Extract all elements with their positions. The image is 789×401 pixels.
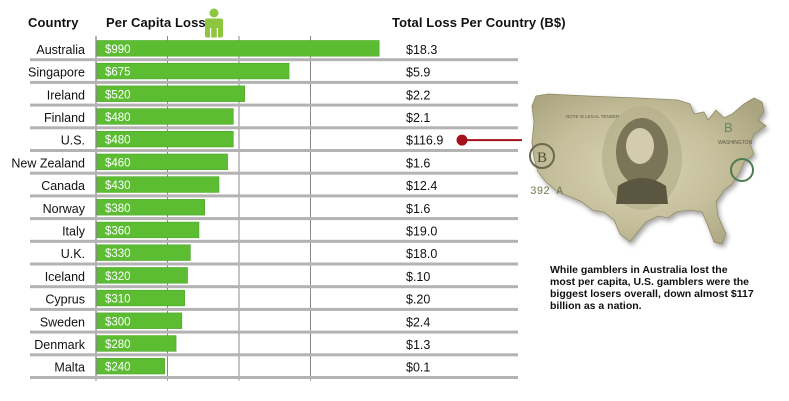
total-label-denmark: $1.3 (406, 338, 430, 352)
bar-label-denmark: $280 (105, 339, 131, 351)
row-separator-italy (30, 239, 518, 243)
country-label-singapore: Singapore (28, 66, 85, 80)
country-label-cyprus: Cyprus (45, 293, 85, 307)
bar-u-s (96, 131, 234, 148)
row-separator-iceland (30, 285, 518, 289)
bar-label-cyprus: $310 (105, 294, 131, 306)
country-label-iceland: Iceland (45, 270, 85, 284)
bar-label-sweden: $300 (105, 316, 131, 328)
bar-norway (96, 199, 205, 216)
country-label-australia: Australia (36, 43, 85, 57)
total-label-australia: $18.3 (406, 43, 437, 57)
country-label-malta: Malta (54, 361, 85, 375)
total-label-italy: $19.0 (406, 224, 437, 238)
person-icon (205, 8, 223, 38)
row-separator-new-zealand (30, 171, 518, 175)
country-label-new-zealand: New Zealand (11, 156, 85, 170)
svg-text:NOTE IS LEGAL TENDER: NOTE IS LEGAL TENDER (566, 114, 620, 119)
us-dollar-map: B 392 A NOTE IS LEGAL TENDER WASHINGTON … (529, 93, 767, 245)
bar-australia (96, 40, 380, 57)
total-label-malta: $0.1 (406, 361, 430, 375)
row-separator-denmark (30, 353, 518, 357)
bar-label-ireland: $520 (105, 89, 131, 101)
country-column-header: Country (28, 15, 79, 30)
row-separator-australia (30, 58, 518, 62)
bar-denmark (96, 335, 177, 352)
bar-singapore (96, 62, 290, 80)
country-label-canada: Canada (41, 179, 85, 193)
total-column-header: Total Loss Per Country (B$) (392, 15, 566, 30)
total-label-finland: $2.1 (406, 111, 430, 125)
bar-finland (96, 108, 234, 125)
bar-label-singapore: $675 (105, 67, 131, 79)
svg-text:B: B (724, 120, 733, 135)
row-separator-malta (30, 376, 518, 379)
country-label-u-k: U.K. (61, 247, 85, 261)
bar-label-canada: $430 (105, 180, 131, 192)
svg-text:B: B (537, 150, 547, 166)
country-label-italy: Italy (62, 224, 86, 238)
bar-new-zealand (96, 153, 228, 170)
bar-label-australia: $990 (105, 44, 131, 56)
bar-label-italy: $360 (105, 225, 131, 237)
total-label-cyprus: $.20 (406, 293, 430, 307)
country-label-norway: Norway (43, 202, 86, 216)
svg-text:392 A: 392 A (530, 186, 563, 198)
per-capita-column-header: Per Capita Loss (106, 15, 206, 30)
bar-label-norway: $380 (105, 203, 131, 215)
country-label-finland: Finland (44, 111, 85, 125)
bar-malta (96, 357, 165, 375)
row-separator-ireland (30, 103, 518, 107)
bar-label-u-k: $330 (105, 248, 131, 260)
row-separator-u-s (30, 149, 518, 152)
total-label-sweden: $2.4 (406, 315, 430, 329)
total-label-iceland: $.10 (406, 270, 430, 284)
pointer-dot (456, 134, 468, 146)
total-label-singapore: $5.9 (406, 66, 430, 80)
bar-label-iceland: $320 (105, 271, 131, 283)
total-label-new-zealand: $1.6 (406, 156, 430, 170)
country-label-u-s: U.S. (61, 134, 85, 148)
country-label-sweden: Sweden (40, 315, 85, 329)
bar-ireland (96, 85, 246, 102)
total-label-norway: $1.6 (406, 202, 430, 216)
svg-text:WASHINGTON: WASHINGTON (718, 140, 753, 146)
total-label-ireland: $2.2 (406, 88, 430, 102)
bar-u-k (96, 244, 191, 261)
bar-canada (96, 176, 220, 193)
bar-label-u-s: $480 (105, 135, 131, 147)
bar-italy (96, 221, 200, 239)
row-separator-sweden (30, 330, 518, 334)
caption-text: While gamblers in Australia lost the mos… (550, 264, 754, 312)
bar-iceland (96, 267, 188, 284)
country-label-ireland: Ireland (47, 88, 85, 102)
row-separator-u-k (30, 262, 518, 266)
row-separator-canada (30, 194, 518, 198)
row-separator-finland (30, 126, 518, 130)
bar-label-malta: $240 (105, 362, 131, 374)
bar-label-new-zealand: $460 (105, 157, 131, 169)
total-label-u-s: $116.9 (406, 134, 443, 148)
bar-label-finland: $480 (105, 112, 131, 124)
row-separator-singapore (30, 80, 518, 84)
total-label-u-k: $18.0 (406, 247, 437, 261)
row-separator-cyprus (30, 307, 518, 311)
country-label-denmark: Denmark (34, 338, 85, 352)
bar-sweden (96, 312, 183, 329)
total-label-canada: $12.4 (406, 179, 437, 193)
row-separator-norway (30, 217, 518, 221)
bar-cyprus (96, 289, 185, 307)
